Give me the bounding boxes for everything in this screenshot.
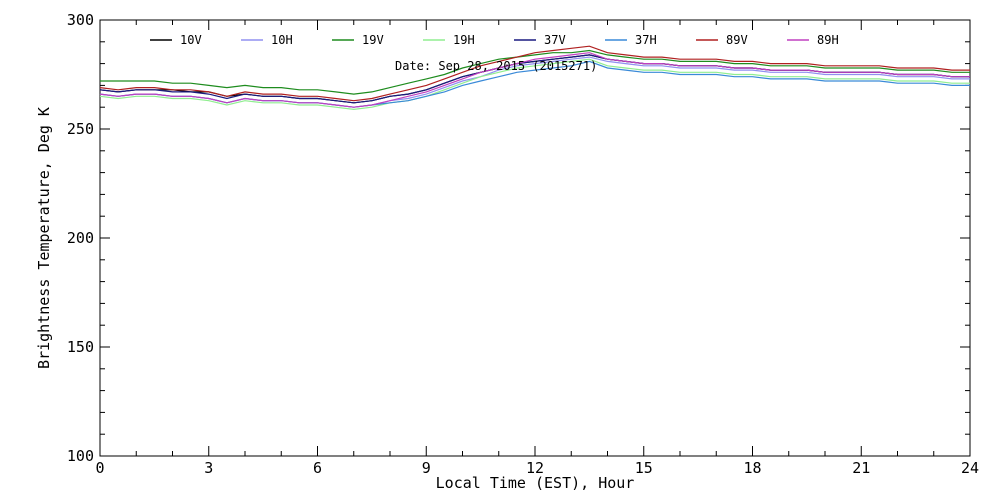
series-line-19h <box>99 58 970 111</box>
x-tick-label: 9 <box>422 459 431 477</box>
legend-label-19v: 19V <box>362 33 384 47</box>
legend-label-37h: 37H <box>635 33 657 47</box>
x-tick-label: 0 <box>95 459 104 477</box>
x-tick-label: 21 <box>852 459 870 477</box>
legend-label-10h: 10H <box>271 33 293 47</box>
series-line-19v <box>100 49 970 95</box>
x-axis-label: Local Time (EST), Hour <box>436 474 635 492</box>
date-annotation: Date: Sep 28, 2015 (2015271) <box>395 59 597 73</box>
series-line-89v <box>99 45 970 102</box>
y-axis-label: Brightness Temperature, Deg K <box>35 107 53 369</box>
y-tick-label: 300 <box>67 11 94 29</box>
x-tick-label: 3 <box>204 459 213 477</box>
y-tick-label: 250 <box>67 120 94 138</box>
x-tick-label: 6 <box>313 459 322 477</box>
y-tick-label: 150 <box>67 338 94 356</box>
legend-label-19h: 19H <box>453 33 475 47</box>
y-tick-label: 200 <box>67 229 94 247</box>
legend-label-89h: 89H <box>817 33 839 47</box>
legend-label-10v: 10V <box>180 33 202 47</box>
legend-label-89v: 89V <box>726 33 748 47</box>
x-tick-label: 15 <box>635 459 653 477</box>
legend-label-37v: 37V <box>544 33 566 47</box>
x-tick-label: 24 <box>961 459 979 477</box>
series-line-89h <box>99 52 970 108</box>
x-tick-label: 12 <box>526 459 544 477</box>
x-tick-label: 18 <box>743 459 761 477</box>
plot-frame <box>99 19 971 457</box>
y-tick-label: 100 <box>67 447 94 465</box>
